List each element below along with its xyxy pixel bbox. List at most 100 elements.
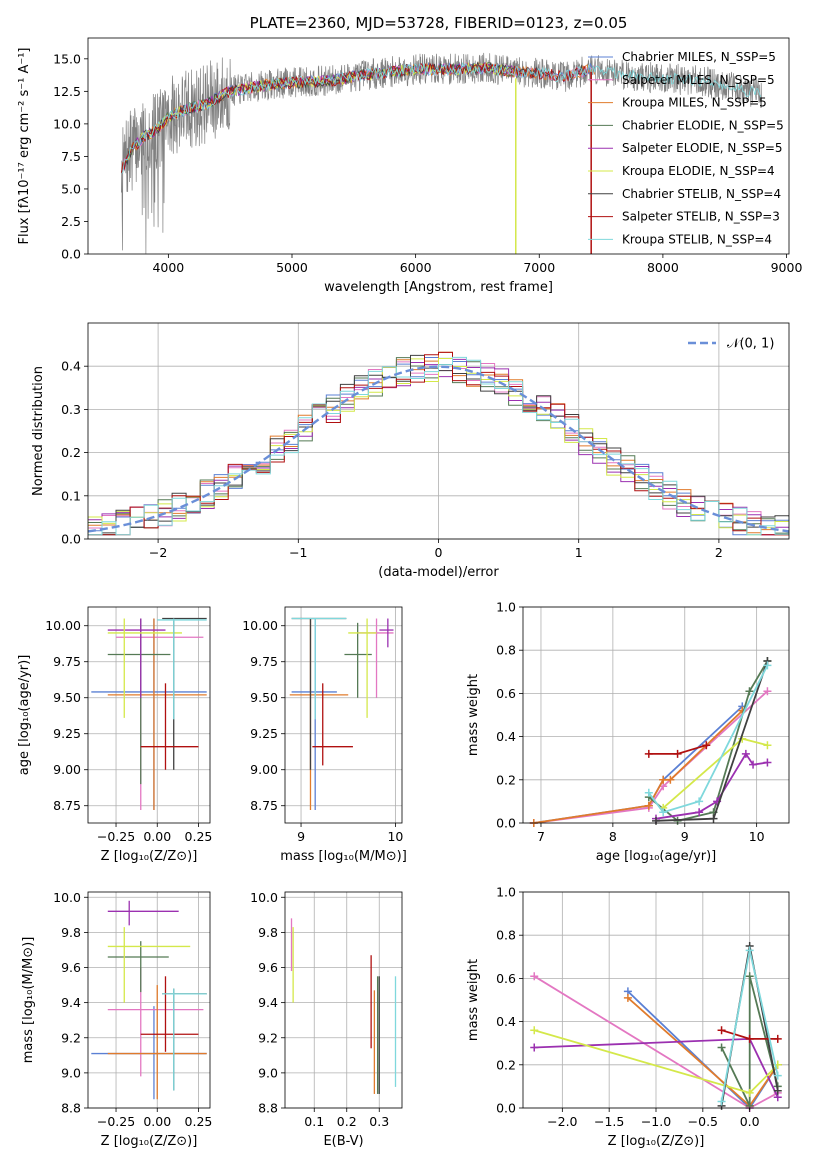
observed-spectrum-line: [121, 52, 762, 254]
y-tick-label: 9.2: [258, 1030, 278, 1045]
y-tick-label: 9.0: [258, 1065, 278, 1080]
x-tick-label: −1.0: [641, 1114, 671, 1129]
x-axis-label: (data-model)/error: [378, 565, 499, 580]
errorbar-panel: −0.25 0.00 0.25 8.8 9.0 9.2 9.4 9.6 9.8 10.0 Z [lo…: [21, 890, 212, 1149]
x-tick-label: 9: [681, 829, 689, 844]
x-tick-label: 1: [575, 545, 583, 560]
mass-weight-panel: −2.0 −1.5 −1.0 −0.5 0.0 0.0 0.2 0.4 0.6 0.8 1.0 Z […: [466, 885, 790, 1149]
axes-frame: [87, 606, 211, 824]
data-point-marker: [741, 749, 750, 758]
y-axis-label: mass weight: [466, 674, 481, 756]
y-tick-label: 0.2: [61, 445, 81, 460]
axes-frame: [284, 606, 403, 824]
y-axis-label: mass [log₁₀(M/M⊙)]: [21, 937, 36, 1064]
y-tick-label: 9.50: [53, 690, 81, 705]
y-tick-label: 0.2: [496, 772, 516, 787]
legend-label: Kroupa STELIB, N_SSP=4: [622, 232, 772, 246]
y-tick-label: 12.5: [53, 84, 81, 99]
y-axis-label: Flux [fλ10⁻¹⁷ erg cm⁻² s⁻¹ A⁻¹]: [17, 48, 32, 245]
y-tick-label: 9.00: [53, 762, 81, 777]
y-tick-label: 0.4: [496, 729, 516, 744]
y-tick-label: 9.75: [250, 654, 278, 669]
y-tick-label: 9.8: [258, 925, 278, 940]
y-tick-label: 8.75: [53, 798, 81, 813]
x-axis-label: mass [log₁₀(M/M⊙)]: [280, 849, 407, 864]
model-fit-line: [121, 61, 590, 174]
x-axis-label: Z [log₁₀(Z/Z⊙)]: [101, 1134, 198, 1149]
x-tick-label: 0.2: [337, 1114, 357, 1129]
x-axis-label: Z [log₁₀(Z/Z⊙)]: [608, 1134, 705, 1149]
data-point-marker: [763, 661, 772, 670]
y-tick-label: 1.0: [496, 885, 516, 900]
y-tick-label: 9.6: [258, 960, 278, 975]
data-point-marker: [666, 775, 675, 784]
x-axis-label: E(B-V): [323, 1134, 363, 1149]
x-tick-label: 6000: [400, 260, 432, 275]
model-fit-line: [121, 61, 762, 174]
y-tick-label: 0.1: [61, 488, 81, 503]
y-tick-label: 15.0: [53, 51, 81, 66]
data-point-marker: [530, 1043, 539, 1052]
y-tick-label: 0.0: [61, 247, 81, 262]
legend-label: Salpeter STELIB, N_SSP=3: [622, 210, 780, 224]
y-tick-label: 5.0: [61, 181, 81, 196]
x-tick-label: 8: [609, 829, 617, 844]
legend-label: Kroupa MILES, N_SSP=5: [622, 96, 767, 110]
errorbar-panel: −0.25 0.00 0.25 8.75 9.00 9.25 9.50 9.75 10.00 Z …: [17, 606, 212, 864]
mass-weight-panel: 7 8 9 10 0.0 0.2 0.4 0.6 0.8 1.0 age [log₁₀(age/yr…: [466, 600, 790, 864]
legend-label: Chabrier STELIB, N_SSP=4: [622, 187, 781, 201]
y-tick-label: 7.5: [61, 149, 81, 164]
histogram-panel: −2 −1 0 1 2 0.0 0.1 0.2 0.3 0.4 (data-model)/error…: [31, 322, 790, 580]
spectrum-panel: 4000 5000 6000 7000 8000 9000 0.0 2.5 5.0 7.5 10.0…: [17, 14, 802, 295]
y-tick-label: 9.00: [250, 762, 278, 777]
y-tick-label: 9.4: [258, 995, 278, 1010]
data-point-marker: [717, 1097, 726, 1106]
y-tick-label: 0.0: [61, 532, 81, 547]
x-tick-label: −2.0: [547, 1114, 577, 1129]
x-tick-label: −1: [289, 545, 307, 560]
y-tick-label: 9.4: [61, 995, 81, 1010]
errorbar-panel: 9 10 8.75 9.00 9.25 9.50 9.75 10.00 mass [log₁₀(…: [242, 606, 407, 864]
data-point-marker: [709, 814, 718, 823]
data-point-marker: [745, 1034, 754, 1043]
x-axis-label: wavelength [Angstrom, rest frame]: [324, 280, 553, 295]
y-tick-label: 0.6: [496, 686, 516, 701]
axes-frame: [284, 891, 403, 1109]
x-tick-label: 7: [537, 829, 545, 844]
y-tick-label: 10.00: [242, 618, 278, 633]
x-tick-label: 10: [387, 829, 403, 844]
data-point-marker: [623, 993, 632, 1002]
y-tick-label: 0.2: [496, 1057, 516, 1072]
legend-label: 𝒩(0, 1): [727, 337, 774, 352]
y-tick-label: 1.0: [496, 600, 516, 615]
x-tick-label: 0.0: [740, 1114, 760, 1129]
x-tick-label: −1.5: [594, 1114, 624, 1129]
y-axis-label: age [log₁₀(age/yr)]: [17, 655, 32, 776]
axes-frame: [87, 37, 790, 255]
data-point-marker: [749, 760, 758, 769]
legend-label: Chabrier ELODIE, N_SSP=5: [622, 118, 784, 132]
mass-weight-line: [648, 664, 769, 814]
y-tick-label: 2.5: [61, 214, 81, 229]
legend-label: Kroupa ELODIE, N_SSP=4: [622, 164, 775, 178]
y-tick-label: 8.8: [61, 1101, 81, 1116]
y-tick-label: 0.4: [61, 359, 81, 374]
x-tick-label: −0.25: [97, 1114, 135, 1129]
x-tick-label: 8000: [647, 260, 679, 275]
y-tick-label: 0.0: [496, 816, 516, 831]
y-tick-label: 10.0: [53, 116, 81, 131]
data-point-marker: [745, 687, 754, 696]
y-tick-label: 0.4: [496, 1014, 516, 1029]
y-tick-label: 9.0: [61, 1065, 81, 1080]
y-tick-label: 8.75: [250, 798, 278, 813]
data-point-marker: [745, 946, 754, 955]
y-tick-label: 10.0: [250, 890, 278, 905]
y-tick-label: 0.6: [496, 971, 516, 986]
x-axis-label: age [log₁₀(age/yr)]: [596, 849, 717, 864]
y-tick-label: 9.25: [250, 726, 278, 741]
x-tick-label: 0.3: [369, 1114, 389, 1129]
y-axis-label: Normed distribution: [31, 366, 46, 496]
x-tick-label: 5000: [276, 260, 308, 275]
chart-title: PLATE=2360, MJD=53728, FIBERID=0123, z=0…: [250, 14, 628, 32]
